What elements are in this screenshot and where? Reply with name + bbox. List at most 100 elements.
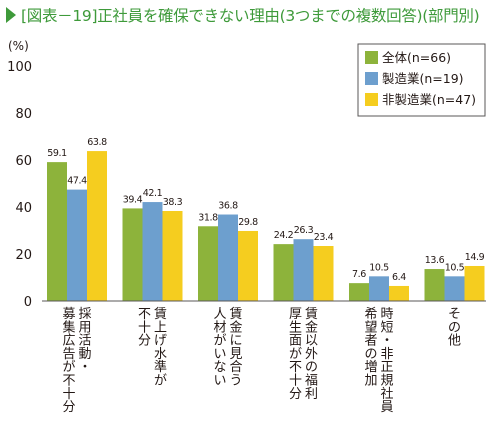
category-label-char: 望	[364, 319, 377, 335]
bar	[87, 151, 107, 301]
category-label-char: 金	[229, 319, 242, 335]
category-label-char: 非	[380, 347, 393, 362]
category-label-char: 採	[78, 307, 91, 322]
category-label-char: 以	[305, 334, 318, 349]
category-label-char: 準	[154, 359, 167, 375]
category-label-char: 賃	[154, 307, 167, 322]
category-label-char: 他	[448, 334, 461, 349]
category-label-char: 面	[289, 334, 302, 349]
data-label: 59.1	[47, 148, 67, 159]
data-label: 14.9	[465, 252, 485, 263]
category-label-char: が	[213, 334, 226, 349]
category-label-char: げ	[154, 334, 167, 349]
y-axis-unit: (%)	[8, 39, 29, 53]
bar	[122, 208, 143, 301]
category-label-char: 員	[380, 400, 393, 415]
data-label: 42.1	[143, 188, 163, 199]
bar	[67, 189, 87, 301]
category-label-char: に	[229, 334, 242, 349]
legend-swatch	[365, 93, 378, 106]
chart-title-text: [図表－19]正社員を確保できない理由(3つまでの複数回答)(部門別)	[21, 7, 480, 25]
category-label-char: ・	[380, 334, 393, 349]
data-label: 36.8	[218, 201, 238, 212]
category-label-char: 外	[305, 347, 318, 362]
category-label-char: 増	[364, 360, 377, 375]
category-label-char: 十	[62, 387, 75, 402]
data-label: 10.5	[445, 262, 465, 273]
category-label-char: が	[62, 360, 75, 375]
category-label-char: う	[229, 374, 242, 389]
legend-swatch	[365, 72, 378, 85]
data-label: 26.3	[294, 225, 314, 236]
bar	[273, 244, 294, 301]
category-label-char: 時	[380, 307, 393, 322]
data-label: 31.8	[198, 212, 218, 223]
category-label-char: 不	[62, 374, 75, 389]
data-label: 38.3	[163, 197, 183, 208]
category-labels: 採用活動・募集広告が不十分採用活動・募集広告が不十分賃上げ水準が不十分賃上げ水準…	[62, 307, 461, 415]
legend-swatch	[365, 51, 378, 64]
category-label-char: 規	[380, 374, 393, 389]
y-axis-ticks: 0 20 40 60 80 100	[7, 60, 32, 310]
category-label-char: 告	[62, 347, 75, 362]
category-label-char: 不	[289, 360, 302, 375]
category-label-char: 動	[78, 347, 91, 362]
category-label-char: 賃	[229, 307, 242, 322]
category-label: 賃上げ水準が不十分賃上げ水準が不十分	[138, 307, 167, 389]
bar	[218, 214, 238, 301]
legend-label: 全体(n=66)	[382, 50, 451, 65]
bar	[464, 265, 485, 301]
y-tick-label: 100	[7, 60, 32, 75]
category-label-char: 見	[229, 347, 242, 362]
category-label: 賃金以外の福利厚生面が不十分賃金以外の福利厚生面が不十分	[289, 307, 318, 402]
category-label-char: 用	[78, 320, 91, 335]
category-label-char: が	[289, 347, 302, 362]
category-label-char: 分	[138, 334, 151, 349]
bar	[369, 276, 389, 301]
category-label-char: 者	[364, 334, 377, 349]
y-tick-label: 80	[15, 107, 32, 122]
category-label-char: 生	[289, 320, 302, 335]
category-label-char: 水	[154, 347, 167, 362]
bar	[162, 210, 183, 301]
bar	[47, 162, 67, 301]
data-label: 39.4	[123, 194, 143, 205]
y-tick-label: 20	[15, 248, 32, 263]
category-label-char: 材	[213, 320, 226, 335]
y-tick-label: 40	[15, 201, 32, 216]
category-label-char: な	[213, 360, 226, 375]
bar	[349, 283, 369, 301]
category-label-char: 金	[305, 319, 318, 335]
bar	[444, 276, 465, 301]
category-label-char: 賃	[305, 307, 318, 322]
chart-title: [図表－19]正社員を確保できない理由(3つまでの複数回答)(部門別)	[6, 4, 480, 28]
category-label-char: 正	[380, 360, 393, 375]
data-labels: 59.1 47.4 63.8 39.442.138.3 31.836.829.8 24.2…	[47, 137, 485, 283]
bar	[424, 269, 445, 301]
category-label-char: 広	[62, 334, 75, 349]
bar	[198, 226, 218, 301]
category-label-char: の	[305, 360, 318, 375]
category-label-char: 分	[289, 387, 302, 402]
legend-label: 製造業(n=19)	[382, 71, 464, 86]
bar	[238, 230, 258, 301]
category-label-char: 十	[138, 320, 151, 335]
category-label-char: が	[154, 374, 167, 389]
bar	[389, 285, 409, 301]
category-label-char: 利	[305, 387, 318, 402]
data-label: 29.8	[238, 217, 258, 228]
bar	[293, 239, 314, 301]
data-label: 10.5	[369, 262, 389, 273]
y-tick-label: 60	[15, 154, 32, 169]
category-label-char: い	[213, 374, 226, 389]
category-label-char: 福	[305, 374, 318, 389]
y-tick-label: 0	[24, 295, 32, 310]
category-label-char: 分	[62, 400, 75, 415]
category-label: その他その他	[448, 307, 461, 349]
data-label: 23.4	[314, 232, 334, 243]
category-label-char: 社	[380, 386, 393, 402]
bar	[313, 246, 334, 301]
category-label-char: の	[364, 347, 377, 362]
